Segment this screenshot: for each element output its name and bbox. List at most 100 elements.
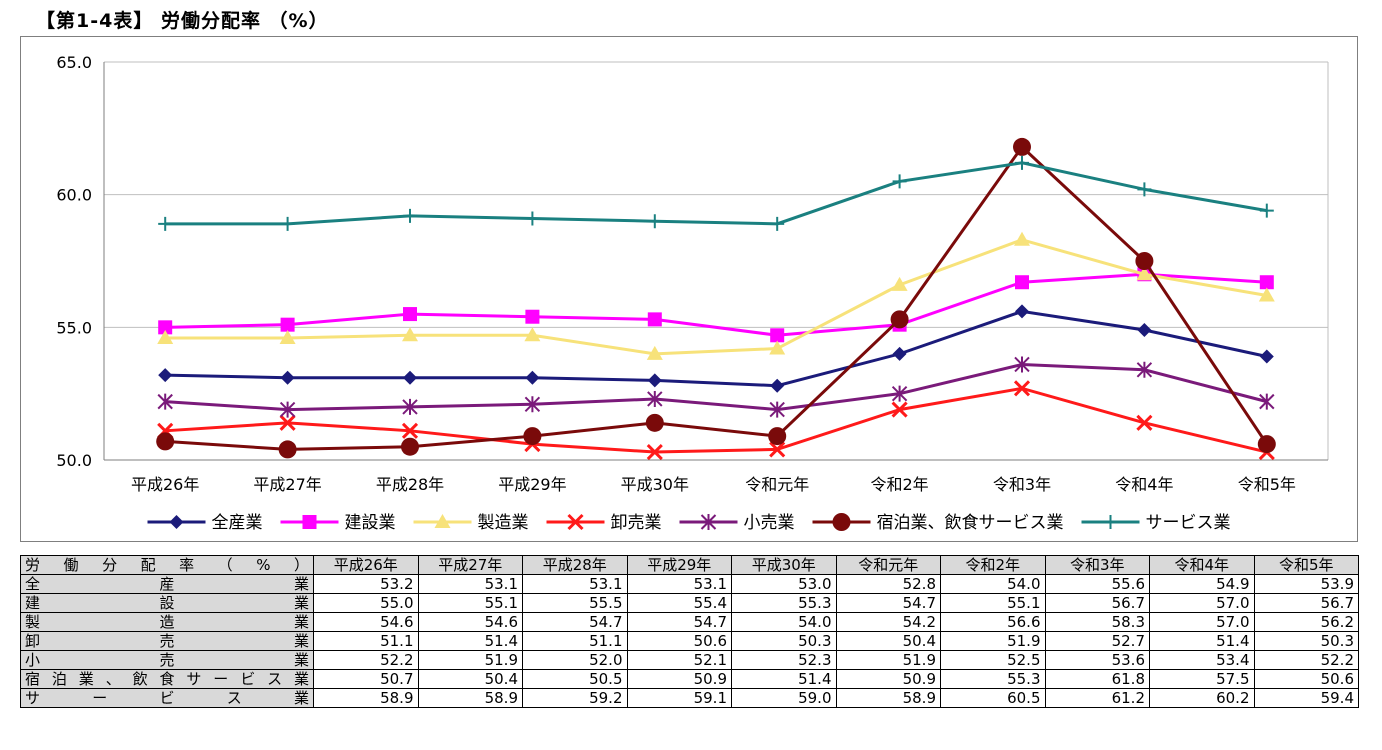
data-point	[158, 320, 173, 335]
x-tick-label: 平成26年	[131, 475, 199, 494]
table-row-label: 全産業	[20, 574, 314, 594]
data-point	[278, 440, 297, 459]
data-point	[647, 390, 663, 407]
table-cell: 50.3	[1253, 631, 1359, 651]
table-cell: 54.6	[417, 612, 523, 632]
table-cell: 50.5	[522, 669, 628, 689]
data-point	[769, 340, 786, 355]
table-row: 全産業 53.2 53.1 53.1 53.1 53.0 52.8 54.0 55.6 54.9 5…	[20, 574, 1359, 594]
table-cell: 51.4	[417, 631, 523, 651]
data-point	[1258, 287, 1275, 302]
data-point	[524, 396, 541, 413]
table-cell: 53.9	[1253, 574, 1359, 594]
table-cell: 50.4	[835, 631, 941, 651]
legend-entry: 小売業	[679, 513, 795, 533]
x-tick-label: 令和3年	[993, 475, 1051, 494]
data-point	[279, 401, 296, 418]
table-cell: 59.0	[731, 688, 837, 708]
data-point	[156, 432, 175, 451]
table-cell: 58.9	[417, 688, 523, 708]
legend-marker	[1103, 515, 1118, 529]
table-cell: 51.1	[313, 631, 419, 651]
table-header-label: 労働分配率（%）	[20, 555, 314, 575]
table-cell: 58.9	[835, 688, 941, 708]
table-cell: 51.4	[1149, 631, 1255, 651]
x-tick-label: 平成28年	[376, 475, 444, 494]
table-cell: 51.9	[835, 650, 941, 670]
data-point	[280, 317, 295, 332]
data-point	[891, 276, 908, 291]
data-point	[402, 327, 418, 342]
series-layer	[156, 137, 1276, 461]
table-cell: 51.9	[417, 650, 523, 670]
y-tick-label: 60.0	[56, 186, 92, 205]
data-table: 労働分配率（%） 平成26年 平成27年 平成28年 平成29年 平成30年 令和元年 令和…	[20, 555, 1359, 708]
table-body: 全産業 53.2 53.1 53.1 53.1 53.0 52.8 54.0 55.6 54.9 5…	[20, 574, 1359, 708]
data-point	[1135, 252, 1154, 270]
table-cell: 52.3	[731, 650, 837, 670]
data-point	[523, 427, 542, 446]
data-point	[1136, 414, 1153, 431]
data-point	[403, 208, 417, 223]
legend-marker	[567, 513, 584, 531]
table-cell: 53.1	[626, 574, 732, 594]
data-point	[157, 329, 174, 344]
legend-marker	[700, 514, 717, 530]
table-cell: 58.3	[1044, 612, 1150, 632]
table-cell: 50.9	[626, 669, 732, 689]
table-cell: 56.2	[1253, 612, 1359, 632]
legend-label: 小売業	[744, 513, 795, 533]
legend-marker	[434, 514, 451, 528]
data-point	[890, 310, 909, 329]
series-line	[165, 362, 1268, 412]
x-tick-label: 令和元年	[745, 475, 809, 494]
table-row: 卸売業 51.1 51.4 51.1 50.6 50.3 50.4 51.9 52.7 51.4 5…	[20, 631, 1359, 651]
x-tick-label: 令和2年	[871, 475, 929, 494]
table-cell: 55.6	[1044, 574, 1150, 594]
data-point	[279, 329, 296, 344]
data-point	[525, 211, 540, 226]
table-column-header: 平成27年	[417, 555, 523, 575]
data-point	[892, 346, 907, 361]
data-point	[1257, 435, 1276, 454]
data-point	[1015, 275, 1029, 290]
legend: 全産業 建設業 製造業 卸売業 小売業 宿泊業、飲食サービス業 サービス業	[147, 513, 1231, 533]
series-line	[165, 272, 1267, 337]
data-point	[769, 441, 786, 458]
table-cell: 59.2	[522, 688, 628, 708]
table-cell: 55.0	[313, 593, 419, 613]
x-tick-label: 平成29年	[498, 475, 566, 494]
data-point	[401, 437, 419, 456]
series-1	[158, 267, 1274, 343]
data-point	[1259, 203, 1274, 218]
legend-label: 全産業	[212, 513, 263, 533]
table-cell: 53.0	[731, 574, 837, 594]
legend-entry: 建設業	[280, 513, 396, 533]
data-point	[769, 401, 785, 418]
series-6	[158, 155, 1274, 231]
table-cell: 51.9	[940, 631, 1046, 651]
table-cell: 60.5	[940, 688, 1046, 708]
data-point	[1137, 182, 1152, 197]
table-cell: 54.0	[940, 574, 1046, 594]
data-point	[1259, 349, 1274, 364]
table-cell: 52.1	[626, 650, 732, 670]
table-cell: 52.2	[313, 650, 419, 670]
data-point	[768, 427, 787, 446]
legend-marker	[169, 515, 184, 529]
data-point	[157, 393, 173, 410]
table-column-header: 令和5年	[1253, 555, 1359, 575]
table-cell: 57.0	[1149, 612, 1255, 632]
line-chart: 50.0 55.0 60.0 65.0 平成26年 平成27年 平成28年 平成29年 平成30…	[56, 53, 1329, 533]
table-cell: 57.0	[1149, 593, 1255, 613]
data-point	[525, 309, 540, 324]
table-cell: 58.9	[313, 688, 419, 708]
table-row-label: 宿泊業、飲食サービス業	[20, 669, 314, 689]
table-cell: 51.4	[731, 669, 837, 689]
table-cell: 53.6	[1044, 650, 1150, 670]
table-column-header: 平成28年	[522, 555, 628, 575]
data-point	[770, 328, 785, 343]
data-point	[1013, 137, 1031, 156]
data-point	[402, 398, 418, 415]
x-tick-label: 令和4年	[1115, 475, 1173, 494]
